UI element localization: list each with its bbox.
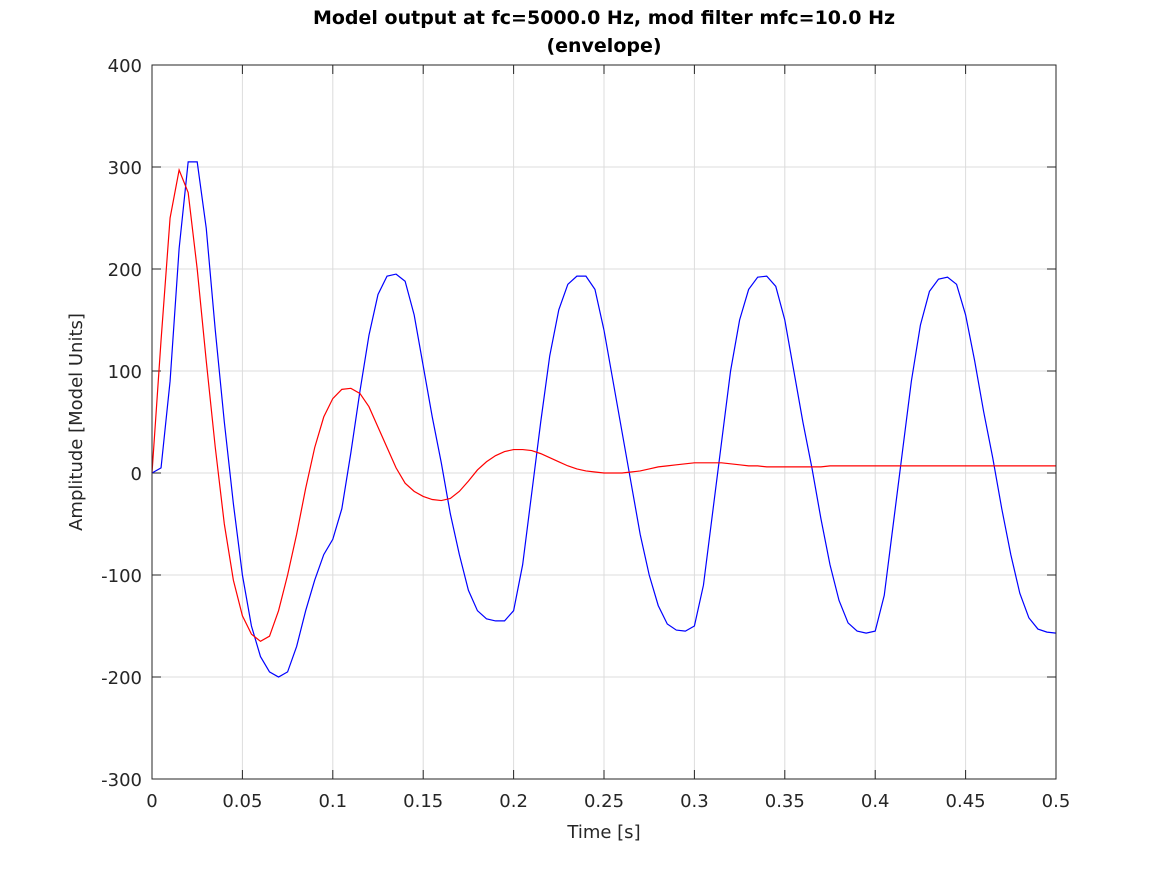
x-tick-label: 0.5	[1042, 791, 1071, 812]
y-tick-label: -100	[101, 566, 142, 587]
x-tick-label: 0.3	[680, 791, 709, 812]
y-axis-label: Amplitude [Model Units]	[66, 313, 87, 531]
x-tick-label: 0.4	[861, 791, 890, 812]
x-axis-label: Time [s]	[566, 822, 640, 843]
x-tick-label: 0.45	[946, 791, 986, 812]
line-series	[151, 161, 1057, 678]
y-tick-label: 200	[108, 260, 142, 281]
x-tick-label: 0.15	[403, 791, 443, 812]
axes-box	[151, 64, 1057, 780]
x-tick-label: 0.25	[584, 791, 624, 812]
chart-title: (envelope)	[546, 35, 661, 57]
y-tick-label: 100	[108, 362, 142, 383]
x-tick-label: 0.1	[318, 791, 347, 812]
line-series	[151, 167, 1056, 643]
x-tick-label: 0	[146, 791, 157, 812]
y-tick-label: 300	[108, 158, 142, 179]
y-tick-label: -300	[101, 770, 142, 791]
chart-title: Model output at fc=5000.0 Hz, mod filter…	[313, 7, 895, 29]
y-tick-label: -200	[101, 668, 142, 689]
y-tick-label: 0	[131, 464, 142, 485]
x-tick-label: 0.05	[222, 791, 262, 812]
x-tick-label: 0.35	[765, 791, 805, 812]
y-tick-label: 400	[108, 56, 142, 77]
x-tick-label: 0.2	[499, 791, 528, 812]
